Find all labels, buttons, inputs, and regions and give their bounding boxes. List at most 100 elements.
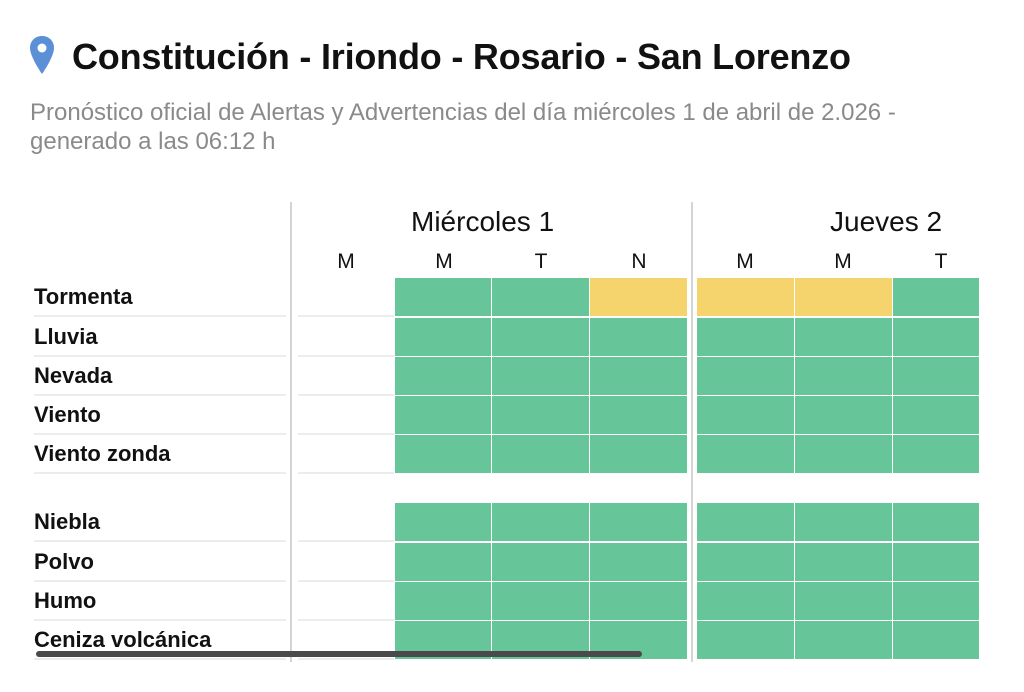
label-column-separator — [290, 202, 292, 662]
column-divider — [491, 357, 492, 395]
forecast-subtitle: Pronóstico oficial de Alertas y Adverten… — [30, 99, 896, 155]
column-divider — [589, 396, 590, 434]
column-divider — [794, 543, 795, 581]
column-divider — [892, 621, 893, 659]
column-divider — [491, 621, 492, 659]
period-header: M — [736, 250, 754, 273]
period-header: M — [337, 250, 355, 273]
alert-level-cell — [298, 503, 394, 541]
page-title: Constitución - Iriondo - Rosario - San L… — [72, 36, 851, 77]
column-divider — [491, 543, 492, 581]
column-divider — [589, 543, 590, 581]
alert-level-cell — [492, 582, 589, 620]
row-divider — [298, 619, 394, 621]
column-divider — [589, 318, 590, 356]
alert-level-cell — [590, 278, 687, 316]
alert-level-cell — [697, 543, 794, 581]
period-header: M — [834, 250, 852, 273]
alert-level-cell — [697, 503, 794, 541]
alert-level-cell — [492, 357, 589, 395]
alert-level-cell — [590, 357, 687, 395]
alert-level-cell — [590, 318, 687, 356]
row-divider — [34, 394, 286, 396]
row-label: Viento — [34, 402, 101, 427]
row-label: Tormenta — [34, 284, 133, 309]
column-divider — [892, 582, 893, 620]
row-label: Viento zonda — [34, 441, 171, 466]
alert-level-cell — [492, 503, 589, 541]
row-label: Nevada — [34, 363, 113, 388]
alert-level-cell — [298, 543, 394, 581]
alert-level-cell — [795, 278, 892, 316]
period-header: N — [631, 250, 647, 273]
alert-level-cell — [492, 435, 589, 473]
alert-level-cell — [893, 543, 979, 581]
alert-level-cell — [795, 582, 892, 620]
row-divider — [34, 433, 286, 435]
alert-level-cell — [697, 621, 794, 659]
row-divider — [298, 658, 394, 660]
row-divider — [34, 619, 286, 621]
alert-level-cell — [697, 278, 794, 316]
column-divider — [491, 503, 492, 541]
column-divider — [892, 503, 893, 541]
column-divider — [794, 435, 795, 473]
row-divider — [34, 315, 286, 317]
column-divider — [589, 621, 590, 659]
column-divider — [794, 357, 795, 395]
row-divider — [34, 580, 286, 582]
alert-level-cell — [298, 435, 394, 473]
alert-level-cell — [795, 543, 892, 581]
period-header: T — [534, 250, 548, 273]
alert-level-cell — [893, 621, 979, 659]
column-divider — [794, 621, 795, 659]
row-divider — [298, 433, 394, 435]
alert-level-cell — [893, 435, 979, 473]
row-divider — [298, 580, 394, 582]
location-pin-icon — [30, 36, 54, 74]
column-divider — [794, 503, 795, 541]
row-label: Niebla — [34, 509, 101, 534]
column-divider — [892, 278, 893, 316]
alert-level-cell — [590, 543, 687, 581]
alert-level-cell — [395, 318, 491, 356]
alert-level-cell — [795, 503, 892, 541]
alert-level-cell — [893, 318, 979, 356]
row-label: Humo — [34, 588, 97, 613]
column-divider — [589, 435, 590, 473]
alert-level-cell — [697, 582, 794, 620]
alert-level-cell — [395, 396, 491, 434]
alert-level-cell — [795, 357, 892, 395]
horizontal-scrollbar[interactable] — [36, 651, 642, 657]
row-label: Ceniza volcánica — [34, 627, 212, 652]
column-divider — [491, 582, 492, 620]
column-divider — [589, 278, 590, 316]
alert-level-cell — [492, 396, 589, 434]
column-divider — [892, 396, 893, 434]
column-divider — [892, 318, 893, 356]
alert-level-cell — [395, 435, 491, 473]
row-divider — [298, 315, 394, 317]
column-divider — [794, 318, 795, 356]
period-header: M — [435, 250, 453, 273]
alert-level-cell — [590, 396, 687, 434]
alert-level-cell — [795, 396, 892, 434]
alert-level-cell — [492, 278, 589, 316]
alert-level-cell — [395, 543, 491, 581]
column-divider — [491, 278, 492, 316]
alert-level-cell — [893, 396, 979, 434]
alert-level-cell — [590, 582, 687, 620]
column-divider — [589, 503, 590, 541]
alert-level-cell — [893, 357, 979, 395]
alert-level-cell — [298, 357, 394, 395]
alert-level-cell — [893, 503, 979, 541]
row-divider — [298, 472, 394, 474]
column-divider — [794, 396, 795, 434]
alert-level-cell — [697, 396, 794, 434]
alert-level-cell — [697, 318, 794, 356]
row-divider — [34, 472, 286, 474]
period-header: T — [934, 250, 948, 273]
alert-level-cell — [795, 435, 892, 473]
column-divider — [491, 435, 492, 473]
